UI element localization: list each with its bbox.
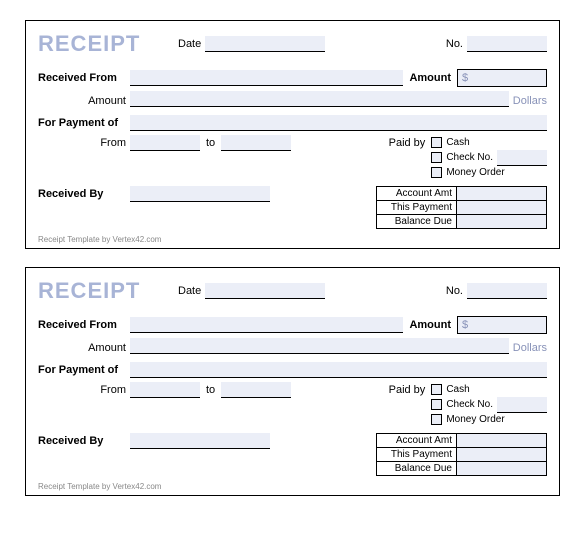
received-by-summary-row: Received By Account Amt This Payment Bal… <box>38 186 547 229</box>
amount-box[interactable]: $ <box>457 316 547 334</box>
summary-table: Account Amt This Payment Balance Due <box>376 186 547 229</box>
header-row: RECEIPT Date No. <box>38 278 547 304</box>
balance-due-label: Balance Due <box>377 215 457 229</box>
amount-box[interactable]: $ <box>457 69 547 87</box>
paid-by-options: Cash Check No. Money Order <box>431 382 547 427</box>
this-payment-label: This Payment <box>377 448 457 462</box>
money-order-option: Money Order <box>431 165 547 180</box>
received-from-row: Received From Amount $ <box>38 69 547 87</box>
cash-label: Cash <box>446 135 469 150</box>
check-no-field[interactable] <box>497 397 547 413</box>
for-payment-label: For Payment of <box>38 364 130 376</box>
money-order-label: Money Order <box>446 165 504 180</box>
cash-option: Cash <box>431 135 547 150</box>
date-field[interactable] <box>205 36 325 52</box>
date-label: Date <box>178 285 201 297</box>
for-payment-row: For Payment of <box>38 115 547 131</box>
amount-words-field[interactable] <box>130 91 509 107</box>
amount-words-row: Amount Dollars <box>38 338 547 354</box>
to-field[interactable] <box>221 135 291 151</box>
amount-label-bold: Amount <box>409 319 451 331</box>
footer-text: Receipt Template by Vertex42.com <box>38 235 547 244</box>
currency-symbol: $ <box>462 72 468 84</box>
received-from-field[interactable] <box>130 70 403 86</box>
amount-words-row: Amount Dollars <box>38 91 547 107</box>
no-field[interactable] <box>467 283 547 299</box>
balance-due-field[interactable] <box>457 215 547 229</box>
from-paidby-row: From to Paid by Cash Check No. Money Ord… <box>38 382 547 427</box>
amount-words-field[interactable] <box>130 338 509 354</box>
for-payment-row: For Payment of <box>38 362 547 378</box>
this-payment-field[interactable] <box>457 448 547 462</box>
for-payment-label: For Payment of <box>38 117 130 129</box>
received-from-row: Received From Amount $ <box>38 316 547 334</box>
receipt-title: RECEIPT <box>38 278 178 304</box>
to-label: to <box>206 382 215 427</box>
receipt-1: RECEIPT Date No. Received From Amount $ … <box>25 20 560 249</box>
amount-label-bold: Amount <box>409 72 451 84</box>
header-row: RECEIPT Date No. <box>38 31 547 57</box>
from-label: From <box>38 382 130 427</box>
cash-checkbox[interactable] <box>431 384 442 395</box>
currency-symbol: $ <box>462 319 468 331</box>
no-field[interactable] <box>467 36 547 52</box>
from-field[interactable] <box>130 135 200 151</box>
check-checkbox[interactable] <box>431 152 442 163</box>
money-order-checkbox[interactable] <box>431 414 442 425</box>
received-by-field[interactable] <box>130 186 270 202</box>
paid-by-label: Paid by <box>389 382 426 427</box>
check-option: Check No. <box>431 150 547 165</box>
received-from-field[interactable] <box>130 317 403 333</box>
check-option: Check No. <box>431 397 547 412</box>
for-payment-field[interactable] <box>130 115 547 131</box>
received-by-label: Received By <box>38 186 130 202</box>
money-order-label: Money Order <box>446 412 504 427</box>
footer-text: Receipt Template by Vertex42.com <box>38 482 547 491</box>
to-field[interactable] <box>221 382 291 398</box>
check-label: Check No. <box>446 397 493 412</box>
balance-due-label: Balance Due <box>377 462 457 476</box>
received-by-field[interactable] <box>130 433 270 449</box>
money-order-checkbox[interactable] <box>431 167 442 178</box>
received-from-label: Received From <box>38 319 130 331</box>
no-label: No. <box>446 38 463 50</box>
for-payment-field[interactable] <box>130 362 547 378</box>
account-amt-field[interactable] <box>457 434 547 448</box>
check-checkbox[interactable] <box>431 399 442 410</box>
money-order-option: Money Order <box>431 412 547 427</box>
check-label: Check No. <box>446 150 493 165</box>
receipt-title: RECEIPT <box>38 31 178 57</box>
account-amt-field[interactable] <box>457 187 547 201</box>
dollars-label: Dollars <box>513 95 547 107</box>
paid-by-label: Paid by <box>389 135 426 180</box>
balance-due-field[interactable] <box>457 462 547 476</box>
received-from-label: Received From <box>38 72 130 84</box>
cash-checkbox[interactable] <box>431 137 442 148</box>
amount-label: Amount <box>38 95 130 107</box>
account-amt-label: Account Amt <box>377 434 457 448</box>
date-field[interactable] <box>205 283 325 299</box>
date-label: Date <box>178 38 201 50</box>
from-label: From <box>38 135 130 180</box>
amount-label: Amount <box>38 342 130 354</box>
from-field[interactable] <box>130 382 200 398</box>
summary-table: Account Amt This Payment Balance Due <box>376 433 547 476</box>
cash-label: Cash <box>446 382 469 397</box>
account-amt-label: Account Amt <box>377 187 457 201</box>
from-paidby-row: From to Paid by Cash Check No. Money Ord… <box>38 135 547 180</box>
cash-option: Cash <box>431 382 547 397</box>
received-by-summary-row: Received By Account Amt This Payment Bal… <box>38 433 547 476</box>
this-payment-field[interactable] <box>457 201 547 215</box>
dollars-label: Dollars <box>513 342 547 354</box>
receipt-2: RECEIPT Date No. Received From Amount $ … <box>25 267 560 496</box>
no-label: No. <box>446 285 463 297</box>
check-no-field[interactable] <box>497 150 547 166</box>
received-by-label: Received By <box>38 433 130 449</box>
to-label: to <box>206 135 215 180</box>
paid-by-options: Cash Check No. Money Order <box>431 135 547 180</box>
this-payment-label: This Payment <box>377 201 457 215</box>
